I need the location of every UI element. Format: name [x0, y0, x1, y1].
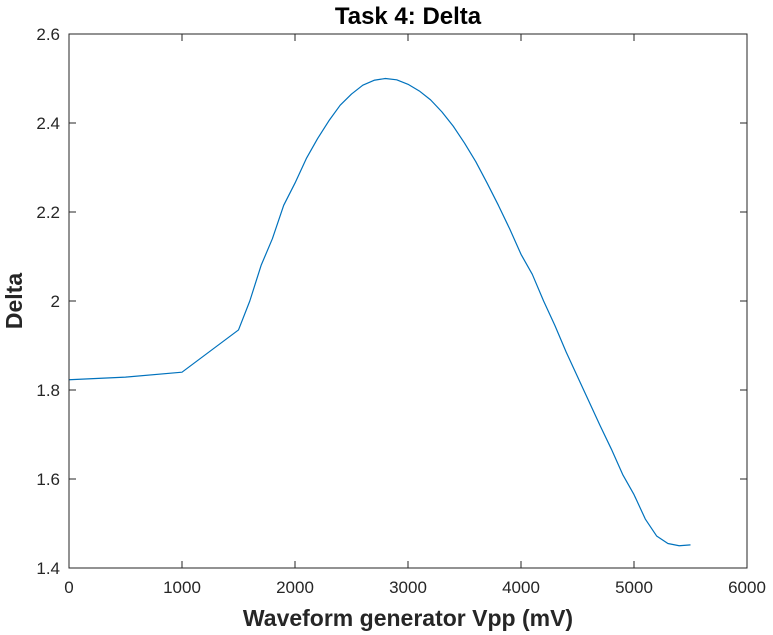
y-tick-labels: 1.4 1.6 1.8 2 2.2 2.4 2.6: [36, 25, 60, 578]
y-tick-label: 2.4: [36, 114, 60, 133]
axes-box: [68, 33, 748, 569]
y-tick-label: 2.2: [36, 203, 60, 222]
x-tick-label: 3000: [389, 578, 427, 597]
plot-area: [69, 34, 747, 568]
y-tick-label: 1.6: [36, 470, 60, 489]
chart-title: Task 4: Delta: [335, 3, 482, 30]
y-axis-label: Delta: [1, 273, 27, 329]
x-tick-label: 5000: [615, 578, 653, 597]
series-line: [68, 77, 691, 547]
x-tick-label: 4000: [502, 578, 540, 597]
y-tick-label: 1.8: [36, 381, 60, 400]
x-tick-label: 1000: [163, 578, 201, 597]
y-tick-label: 2: [51, 292, 60, 311]
x-tick-labels: 0 1000 2000 3000 4000 5000 6000: [64, 578, 766, 597]
x-tick-label: 0: [64, 578, 73, 597]
y-tick-label: 1.4: [36, 559, 60, 578]
x-tick-label: 6000: [728, 578, 766, 597]
y-tick-label: 2.6: [36, 25, 60, 44]
series-layer: [68, 77, 691, 547]
x-tick-label: 2000: [276, 578, 314, 597]
x-axis-label: Waveform generator Vpp (mV): [243, 605, 573, 631]
